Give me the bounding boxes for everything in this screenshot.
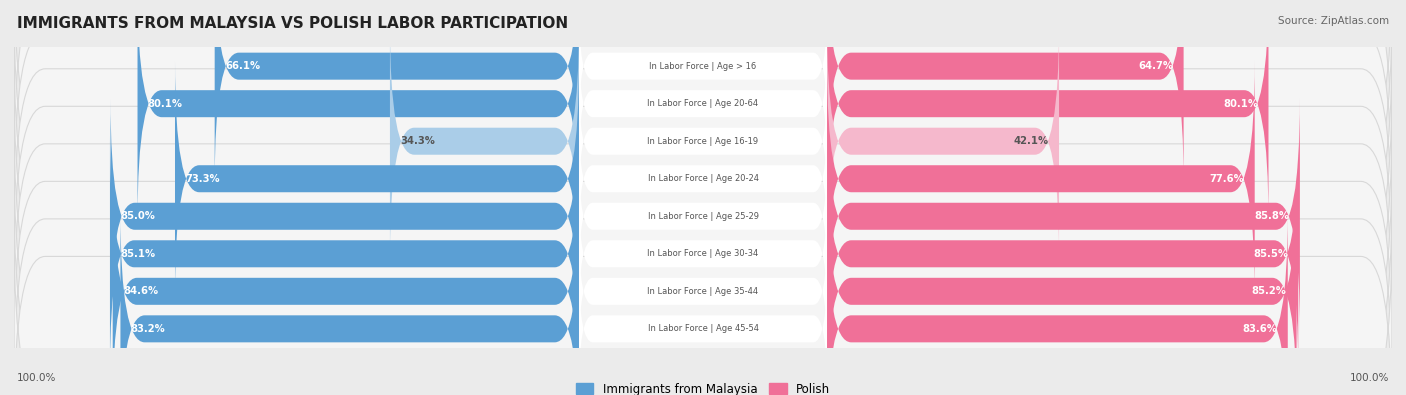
Text: 85.2%: 85.2% (1251, 286, 1286, 296)
Text: In Labor Force | Age > 16: In Labor Force | Age > 16 (650, 62, 756, 71)
Text: 84.6%: 84.6% (124, 286, 159, 296)
Text: 64.7%: 64.7% (1139, 61, 1173, 71)
Text: 77.6%: 77.6% (1209, 174, 1244, 184)
Text: 42.1%: 42.1% (1014, 136, 1049, 146)
FancyBboxPatch shape (827, 61, 1254, 297)
FancyBboxPatch shape (579, 155, 827, 278)
FancyBboxPatch shape (112, 173, 579, 395)
Text: Source: ZipAtlas.com: Source: ZipAtlas.com (1278, 16, 1389, 26)
FancyBboxPatch shape (14, 7, 1392, 200)
FancyBboxPatch shape (579, 230, 827, 353)
Text: 85.1%: 85.1% (121, 249, 156, 259)
Text: In Labor Force | Age 30-34: In Labor Force | Age 30-34 (647, 249, 759, 258)
Text: 34.3%: 34.3% (401, 136, 434, 146)
Legend: Immigrants from Malaysia, Polish: Immigrants from Malaysia, Polish (575, 383, 831, 395)
Text: 80.1%: 80.1% (1223, 99, 1258, 109)
Text: In Labor Force | Age 16-19: In Labor Force | Age 16-19 (647, 137, 759, 146)
FancyBboxPatch shape (111, 98, 579, 334)
Text: 85.5%: 85.5% (1253, 249, 1288, 259)
FancyBboxPatch shape (579, 192, 827, 315)
Text: In Labor Force | Age 35-44: In Labor Force | Age 35-44 (647, 287, 759, 296)
FancyBboxPatch shape (579, 80, 827, 203)
FancyBboxPatch shape (121, 211, 579, 395)
Text: 66.1%: 66.1% (225, 61, 260, 71)
FancyBboxPatch shape (579, 5, 827, 128)
Text: In Labor Force | Age 45-54: In Labor Force | Age 45-54 (648, 324, 758, 333)
Text: 80.1%: 80.1% (148, 99, 183, 109)
Text: In Labor Force | Age 25-29: In Labor Force | Age 25-29 (648, 212, 758, 221)
Text: IMMIGRANTS FROM MALAYSIA VS POLISH LABOR PARTICIPATION: IMMIGRANTS FROM MALAYSIA VS POLISH LABOR… (17, 16, 568, 31)
Text: 83.6%: 83.6% (1243, 324, 1278, 334)
FancyBboxPatch shape (215, 0, 579, 184)
FancyBboxPatch shape (14, 120, 1392, 313)
Text: 85.8%: 85.8% (1254, 211, 1289, 221)
FancyBboxPatch shape (14, 45, 1392, 238)
FancyBboxPatch shape (14, 157, 1392, 350)
Text: 83.2%: 83.2% (131, 324, 166, 334)
FancyBboxPatch shape (827, 0, 1268, 222)
Text: 100.0%: 100.0% (17, 373, 56, 383)
FancyBboxPatch shape (174, 61, 579, 297)
FancyBboxPatch shape (827, 211, 1288, 395)
FancyBboxPatch shape (14, 232, 1392, 395)
FancyBboxPatch shape (827, 98, 1301, 334)
Text: 85.0%: 85.0% (121, 211, 156, 221)
FancyBboxPatch shape (827, 136, 1298, 372)
FancyBboxPatch shape (389, 23, 579, 259)
FancyBboxPatch shape (138, 0, 579, 222)
FancyBboxPatch shape (579, 42, 827, 165)
FancyBboxPatch shape (827, 23, 1059, 259)
Text: 73.3%: 73.3% (186, 174, 219, 184)
FancyBboxPatch shape (110, 136, 579, 372)
FancyBboxPatch shape (827, 0, 1184, 184)
FancyBboxPatch shape (579, 267, 827, 390)
FancyBboxPatch shape (14, 195, 1392, 388)
Text: 100.0%: 100.0% (1350, 373, 1389, 383)
FancyBboxPatch shape (579, 117, 827, 240)
Text: In Labor Force | Age 20-64: In Labor Force | Age 20-64 (647, 99, 759, 108)
FancyBboxPatch shape (14, 0, 1392, 163)
Text: In Labor Force | Age 20-24: In Labor Force | Age 20-24 (648, 174, 758, 183)
FancyBboxPatch shape (827, 173, 1296, 395)
FancyBboxPatch shape (14, 82, 1392, 275)
